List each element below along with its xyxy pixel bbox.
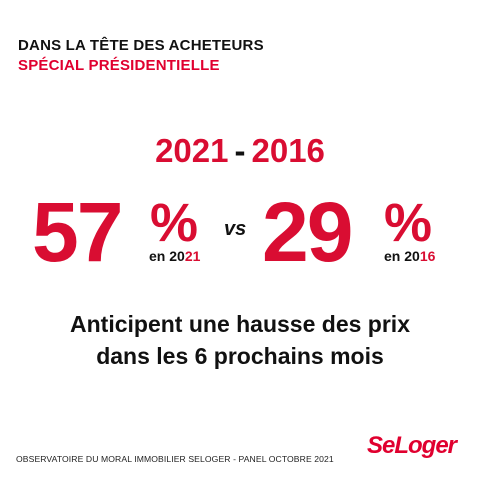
stat-right-label: en 2016 [384, 248, 435, 264]
stat-right-label-accent: 16 [419, 248, 436, 264]
vs-label: vs [224, 218, 247, 240]
years-comparison: 2021-2016 [0, 132, 480, 170]
year-separator: - [234, 132, 246, 169]
stat-left-percent: % [150, 193, 199, 253]
stat-left-value: 57 [32, 185, 123, 279]
stat-right-percent: % [384, 193, 433, 253]
footer-source: OBSERVATOIRE DU MORAL IMMOBILIER SELOGER… [16, 454, 334, 464]
seloger-logo: SeLoger [367, 432, 457, 459]
header-title: DANS LA TÊTE DES ACHETEURS [18, 37, 264, 54]
stat-left-label-prefix: en 20 [149, 248, 185, 264]
caption: Anticipent une hausse des prix dans les … [0, 308, 480, 372]
header-subtitle: SPÉCIAL PRÉSIDENTIELLE [18, 57, 220, 74]
header: DANS LA TÊTE DES ACHETEURS SPÉCIAL PRÉSI… [18, 36, 264, 76]
year-b: 2016 [251, 132, 325, 169]
stat-right-value: 29 [262, 185, 353, 279]
stat-right-label-prefix: en 20 [384, 248, 420, 264]
stat-left-label: en 2021 [149, 248, 200, 264]
caption-line-2: dans les 6 prochains mois [96, 343, 384, 369]
stat-left-label-accent: 21 [184, 248, 201, 264]
caption-line-1: Anticipent une hausse des prix [70, 311, 410, 337]
year-a: 2021 [155, 132, 229, 169]
stat-row: 57 % en 2021 vs 29 % en 2016 [0, 190, 480, 280]
